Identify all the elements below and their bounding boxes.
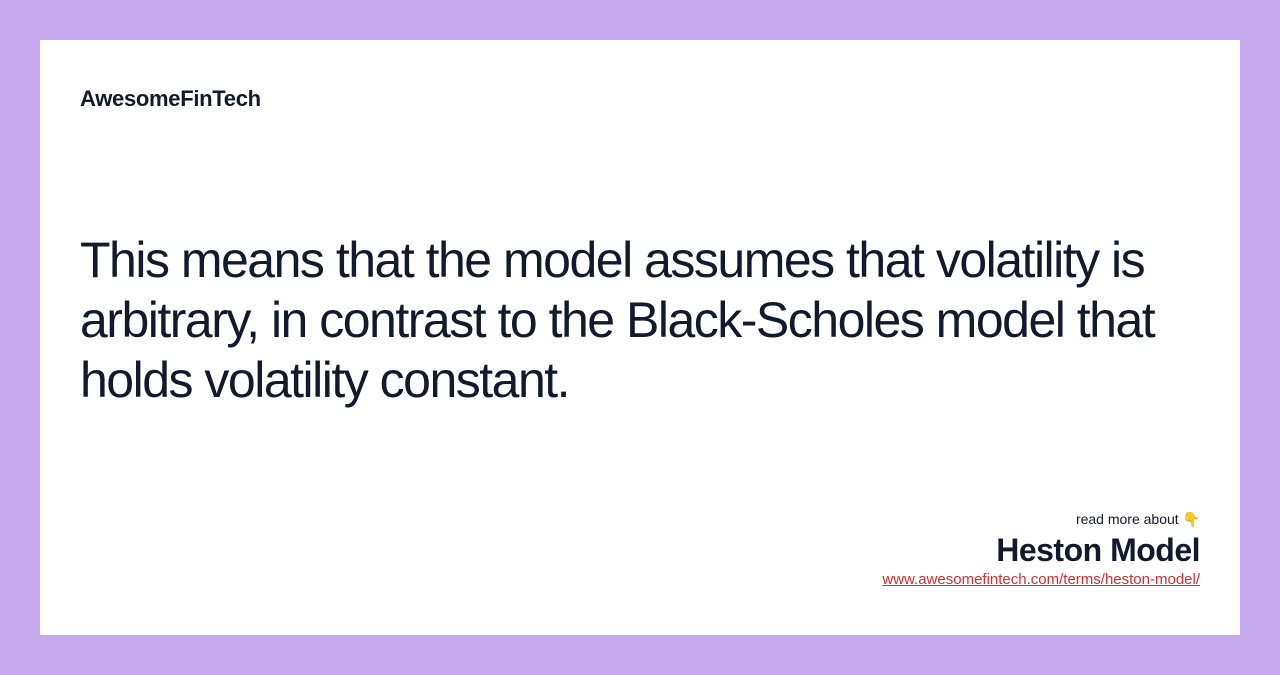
source-url-link[interactable]: www.awesomefintech.com/terms/heston-mode… xyxy=(882,571,1200,588)
content-card: AwesomeFinTech This means that the model… xyxy=(40,40,1240,635)
quote-text: This means that the model assumes that v… xyxy=(80,230,1180,410)
read-more-label: read more about 👇 xyxy=(882,511,1200,528)
footer-section: read more about 👇 Heston Model www.aweso… xyxy=(882,511,1200,589)
brand-logo: AwesomeFinTech xyxy=(80,86,1200,112)
topic-title: Heston Model xyxy=(882,532,1200,569)
